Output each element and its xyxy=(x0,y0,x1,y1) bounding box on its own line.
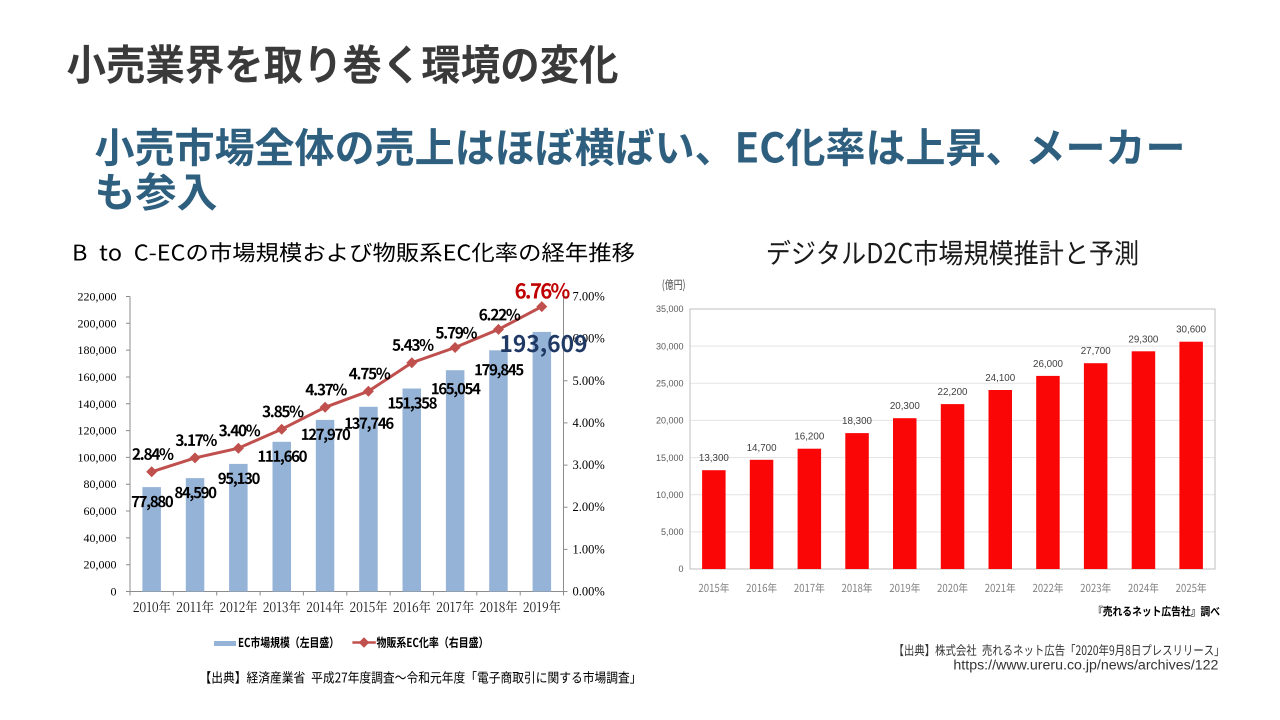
svg-text:13,300: 13,300 xyxy=(699,453,730,464)
svg-text:30,600: 30,600 xyxy=(1176,325,1207,336)
svg-text:14,700: 14,700 xyxy=(747,443,778,454)
svg-text:220,000: 220,000 xyxy=(78,290,117,304)
svg-text:5.00%: 5.00% xyxy=(573,374,605,388)
svg-text:25,000: 25,000 xyxy=(656,379,684,389)
svg-text:29,300: 29,300 xyxy=(1128,334,1159,345)
svg-text:40,000: 40,000 xyxy=(84,531,117,545)
svg-text:24,100: 24,100 xyxy=(985,373,1016,384)
svg-text:60,000: 60,000 xyxy=(84,504,117,518)
svg-text:7.00%: 7.00% xyxy=(573,290,605,304)
svg-text:22,200: 22,200 xyxy=(938,387,969,398)
svg-text:10,000: 10,000 xyxy=(656,490,684,500)
svg-text:4.00%: 4.00% xyxy=(573,416,605,430)
svg-text:2.00%: 2.00% xyxy=(573,500,605,514)
svg-text:160,000: 160,000 xyxy=(78,370,117,384)
svg-text:3.00%: 3.00% xyxy=(573,458,605,472)
svg-text:0: 0 xyxy=(111,585,117,599)
svg-text:20,000: 20,000 xyxy=(84,558,117,572)
svg-text:15,000: 15,000 xyxy=(656,453,684,463)
svg-text:80,000: 80,000 xyxy=(84,477,117,491)
svg-text:20,000: 20,000 xyxy=(656,416,684,426)
svg-text:20,300: 20,300 xyxy=(890,401,921,412)
svg-text:1.00%: 1.00% xyxy=(573,542,605,556)
svg-text:200,000: 200,000 xyxy=(78,316,117,330)
svg-text:120,000: 120,000 xyxy=(78,424,117,438)
svg-text:0.00%: 0.00% xyxy=(573,585,605,599)
svg-text:18,300: 18,300 xyxy=(842,416,873,427)
svg-text:180,000: 180,000 xyxy=(78,343,117,357)
svg-text:27,700: 27,700 xyxy=(1081,346,1112,357)
svg-text:16,200: 16,200 xyxy=(794,432,825,443)
svg-text:5,000: 5,000 xyxy=(661,527,684,537)
svg-text:30,000: 30,000 xyxy=(656,341,684,351)
svg-text:0: 0 xyxy=(678,564,683,574)
svg-text:140,000: 140,000 xyxy=(78,397,117,411)
svg-text:https://www.ureru.co.jp/news/a: https://www.ureru.co.jp/news/archives/12… xyxy=(953,658,1218,674)
svg-text:26,000: 26,000 xyxy=(1033,359,1064,370)
svg-text:100,000: 100,000 xyxy=(78,450,117,464)
svg-text:35,000: 35,000 xyxy=(656,304,684,314)
